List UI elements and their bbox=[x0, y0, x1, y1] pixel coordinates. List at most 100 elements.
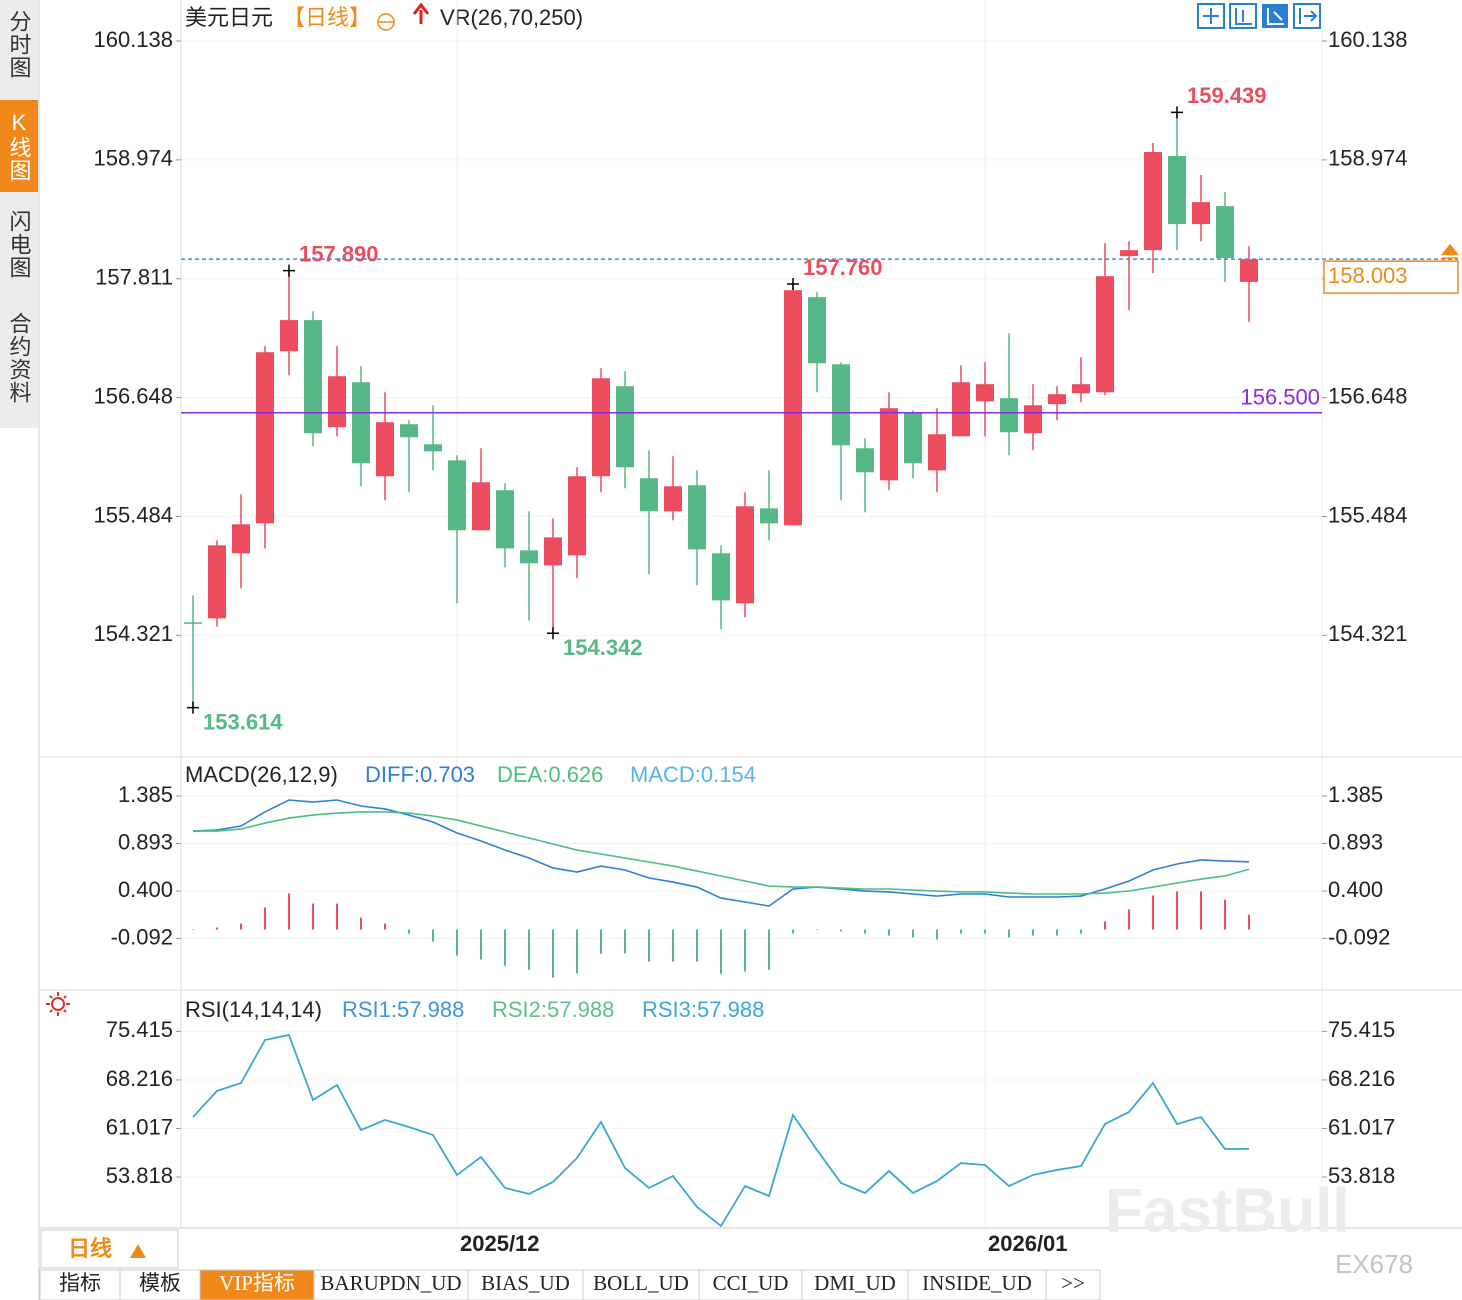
macd-bar bbox=[312, 903, 314, 930]
tab[interactable] bbox=[698, 1269, 803, 1300]
period-button-label: 日线 bbox=[68, 1236, 112, 1261]
y-tick-label: -0.092 bbox=[1328, 924, 1390, 949]
tool-icon bbox=[1267, 8, 1284, 25]
y-tick-label: 0.400 bbox=[118, 877, 173, 902]
period: 【日线】 bbox=[283, 5, 371, 30]
candle-body bbox=[448, 460, 466, 531]
macd-bar bbox=[648, 929, 650, 962]
indicator-line bbox=[192, 1034, 1250, 1228]
indicator-line bbox=[193, 811, 1250, 895]
macd-bar bbox=[1200, 891, 1202, 930]
macd-bar bbox=[336, 903, 338, 930]
y-tick-label: 160.138 bbox=[93, 27, 173, 52]
macd-bar bbox=[360, 917, 362, 930]
icon bbox=[51, 997, 65, 1011]
sidebar-tab[interactable] bbox=[0, 0, 38, 97]
y-tick-label: 53.818 bbox=[1328, 1163, 1395, 1188]
tab-label: 模板 bbox=[139, 1271, 181, 1295]
macd-bar bbox=[264, 907, 266, 930]
macd-bar bbox=[816, 929, 818, 931]
tab[interactable] bbox=[907, 1269, 1047, 1300]
last-price-box bbox=[1323, 260, 1459, 294]
candle-body bbox=[760, 508, 778, 524]
sidebar-tab[interactable] bbox=[0, 100, 38, 192]
last-price-label: 158.003 bbox=[1328, 263, 1408, 288]
tab[interactable] bbox=[1045, 1269, 1101, 1300]
candle-body bbox=[232, 524, 250, 554]
tab-label: 指标 bbox=[59, 1271, 101, 1295]
extreme-marker bbox=[187, 701, 199, 714]
legend-entry: DEA:0.626 bbox=[497, 762, 603, 787]
tab[interactable] bbox=[313, 1269, 469, 1300]
tool-button[interactable] bbox=[1293, 3, 1321, 29]
candle-body bbox=[592, 378, 610, 477]
tab[interactable] bbox=[119, 1269, 201, 1300]
level-label: 156.500 bbox=[1240, 385, 1320, 410]
candle-body bbox=[952, 382, 970, 437]
x-tick-label: 2026/01 bbox=[988, 1231, 1068, 1256]
candle-body bbox=[1168, 156, 1186, 225]
y-tick-label: 156.648 bbox=[93, 383, 173, 408]
macd-bar bbox=[1080, 929, 1082, 934]
candle-body bbox=[904, 413, 922, 464]
tab-label: BARUPDN_UD bbox=[320, 1271, 461, 1295]
y-tick-label: 154.321 bbox=[1328, 621, 1408, 646]
sidebar-tab[interactable] bbox=[0, 302, 38, 425]
period-button-arrow bbox=[130, 1244, 146, 1258]
period-button[interactable] bbox=[40, 1229, 179, 1269]
macd-bar bbox=[792, 929, 794, 934]
macd-bar bbox=[384, 923, 386, 930]
macd-bar bbox=[216, 927, 218, 930]
candle-body bbox=[400, 424, 418, 438]
y-tick-label: 155.484 bbox=[1328, 502, 1408, 527]
y-tick-label: 75.415 bbox=[1328, 1017, 1395, 1042]
tool-button[interactable] bbox=[1197, 3, 1225, 29]
macd-bar bbox=[288, 893, 290, 930]
macd-bar bbox=[528, 929, 530, 970]
sidebar-tab-label: 分时图 bbox=[7, 10, 32, 79]
y-tick-label: 1.385 bbox=[118, 782, 173, 807]
y-tick-label: 158.974 bbox=[93, 146, 173, 171]
y-tick-label: 0.893 bbox=[118, 829, 173, 854]
watermark: EX678 bbox=[1335, 1249, 1413, 1279]
candle-body bbox=[1072, 384, 1090, 394]
macd-bar bbox=[1128, 909, 1130, 930]
candle-body bbox=[472, 482, 490, 531]
candle-body bbox=[928, 434, 946, 471]
macd-bar bbox=[888, 929, 890, 936]
candle-body bbox=[1120, 250, 1138, 257]
watermark: FastBull bbox=[1105, 1176, 1350, 1245]
tab[interactable] bbox=[801, 1269, 909, 1300]
extreme-label: 159.439 bbox=[1187, 83, 1267, 108]
candle-body bbox=[208, 545, 226, 619]
toolbar bbox=[1197, 3, 1321, 29]
tab-label: BIAS_UD bbox=[481, 1271, 570, 1295]
macd-bar bbox=[672, 929, 674, 962]
candle-body bbox=[1216, 206, 1234, 259]
tab[interactable] bbox=[199, 1269, 315, 1300]
tab[interactable] bbox=[39, 1269, 121, 1300]
extreme-label: 153.614 bbox=[203, 709, 283, 734]
macd-bar bbox=[1248, 914, 1250, 930]
sidebar-tab[interactable] bbox=[0, 200, 38, 292]
macd-bar bbox=[480, 929, 482, 960]
tool-button[interactable] bbox=[1229, 3, 1257, 29]
legend-entry: RSI3:57.988 bbox=[642, 997, 764, 1022]
up-arrow-icon bbox=[412, 2, 430, 24]
y-tick-label: 154.321 bbox=[93, 621, 173, 646]
tab[interactable] bbox=[582, 1269, 700, 1300]
y-tick-label: 75.415 bbox=[106, 1017, 173, 1042]
y-tick-label: 53.818 bbox=[106, 1163, 173, 1188]
y-tick-label: 61.017 bbox=[1328, 1114, 1395, 1139]
macd-bar bbox=[936, 929, 938, 940]
macd-bar bbox=[984, 929, 986, 934]
y-tick-label: -0.092 bbox=[111, 924, 173, 949]
y-tick-label: 68.216 bbox=[106, 1066, 173, 1091]
candle-body bbox=[808, 297, 826, 364]
rsi-icon bbox=[46, 992, 70, 1016]
macd-bar bbox=[912, 929, 914, 938]
tab-label: CCI_UD bbox=[713, 1271, 789, 1295]
macd-bar bbox=[408, 929, 410, 934]
candle-body bbox=[424, 444, 442, 452]
